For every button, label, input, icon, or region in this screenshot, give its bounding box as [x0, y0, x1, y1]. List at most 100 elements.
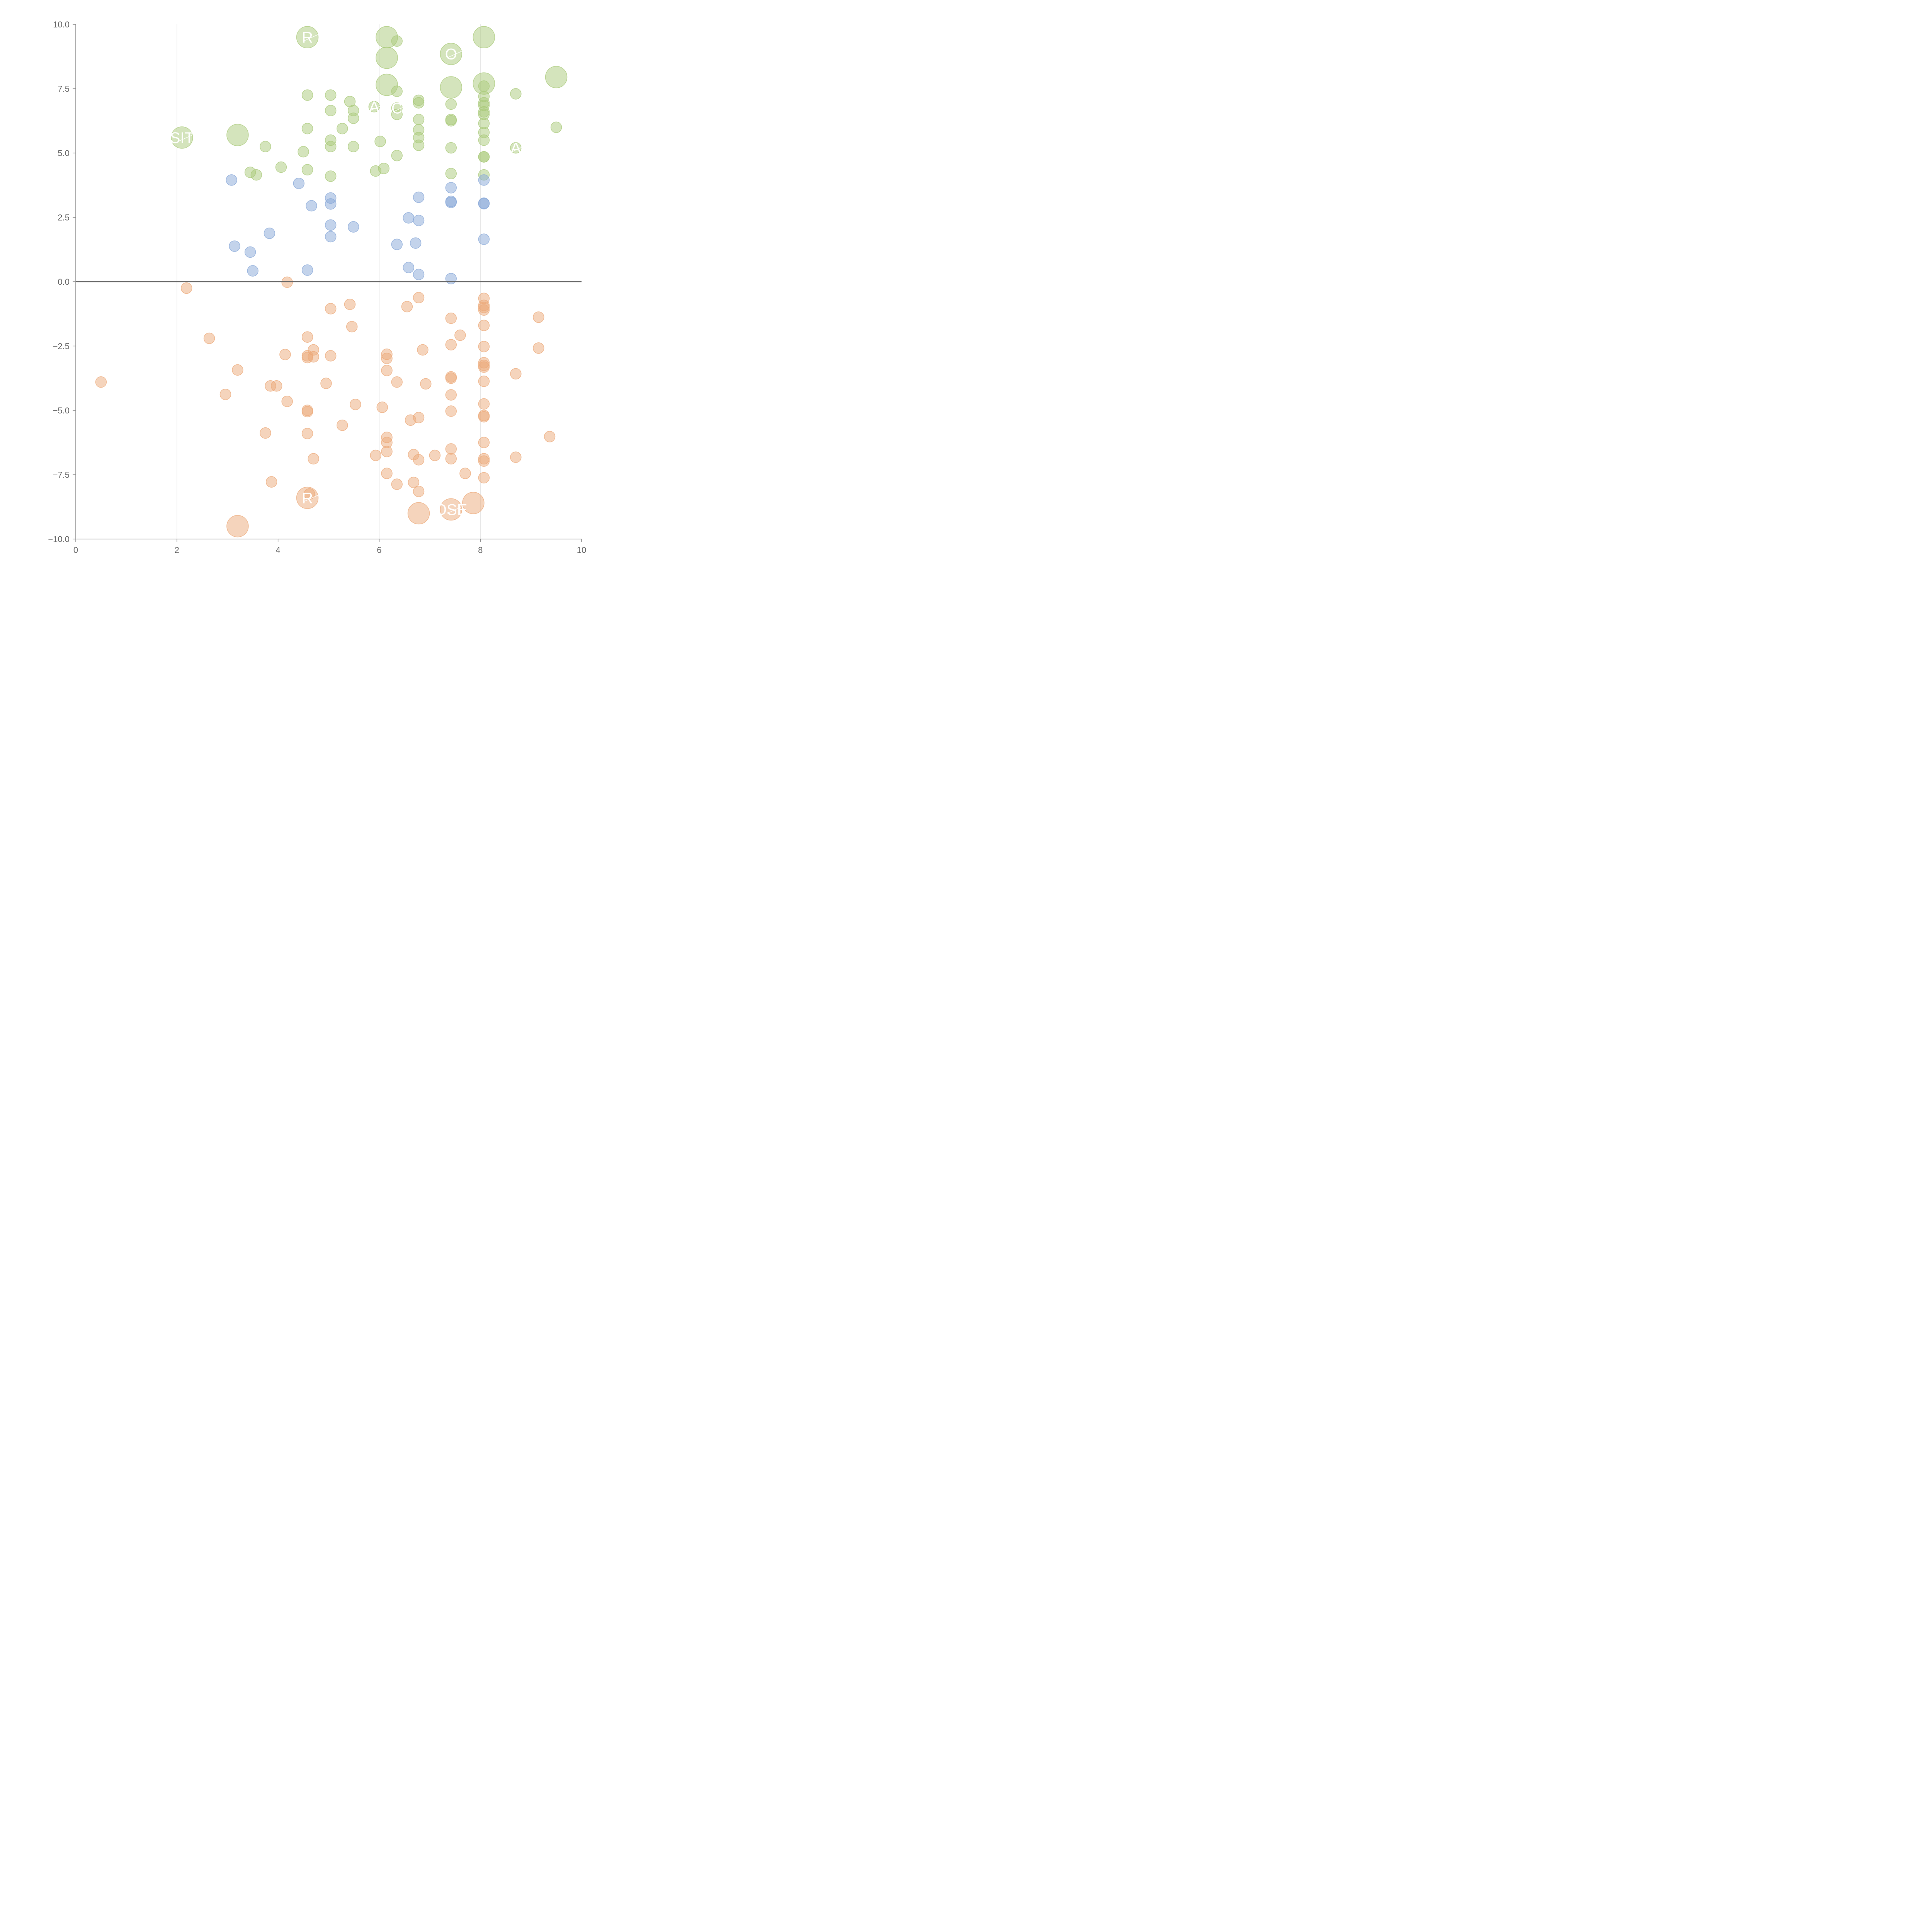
point-s0-13: [325, 89, 337, 101]
point-label: A: [510, 140, 521, 157]
point-s0-35: [337, 122, 348, 134]
point-s2-78: [265, 476, 277, 488]
point-s0-10: [391, 85, 403, 97]
point-s2-18: [478, 341, 490, 352]
point-s1-13: [413, 214, 425, 226]
point-s2-27: [301, 352, 313, 364]
point-s2-64: [445, 443, 457, 455]
point-s2-54: [478, 411, 490, 423]
point-s2-87: [226, 515, 249, 537]
point-s0-32: [413, 114, 425, 126]
point-s2-60: [544, 431, 556, 442]
point-s1-14: [325, 219, 337, 231]
point-s1-18: [478, 233, 490, 245]
point-s0-20: [445, 98, 457, 110]
point-s2-41: [420, 378, 432, 390]
point-s0-3: [473, 26, 495, 49]
point-s2-39: [95, 376, 107, 388]
point-s0-57: [301, 164, 313, 176]
point-s0-27: [391, 109, 403, 120]
point-s0-12: [301, 89, 313, 101]
x-tick-label: 8: [478, 545, 483, 555]
y-tick-label: −5.0: [53, 406, 70, 415]
axes: 0 2 4 6 8 10 10.0 7.5 5.0 2.5 0.0 −2.5 −5.0 −7.5 −10.0: [48, 20, 586, 555]
label-leader-4: [447, 50, 463, 58]
point-s2-52: [445, 405, 457, 417]
point-s2-16: [203, 332, 215, 344]
point-s2-65: [381, 446, 393, 457]
point-s2-77: [478, 472, 490, 484]
point-s2-80: [391, 478, 403, 490]
point-s2-83: [296, 486, 319, 509]
x-tick-label: 0: [73, 545, 78, 555]
point-s2-13: [346, 321, 358, 333]
point-s0-11: [510, 88, 522, 100]
point-s1-21: [229, 240, 240, 252]
point-s1-24: [247, 265, 259, 277]
y-tick-label: 2.5: [58, 213, 70, 223]
point-s0-34: [301, 122, 313, 134]
point-s1-16: [264, 228, 276, 239]
point-s0-62: [325, 170, 337, 182]
point-s2-10: [532, 311, 544, 323]
point-s0-29: [347, 112, 359, 124]
point-s0-14: [478, 80, 490, 92]
point-s2-43: [270, 380, 282, 392]
point-s2-56: [405, 414, 417, 426]
point-s2-1: [180, 282, 192, 294]
point-s2-22: [279, 349, 291, 361]
point-s2-86: [407, 502, 430, 525]
point-s0-6: [545, 66, 568, 88]
x-tick-label: 4: [276, 545, 280, 555]
y-tick-label: −7.5: [53, 470, 70, 480]
point-s0-45: [413, 139, 425, 151]
point-s2-63: [478, 437, 490, 448]
point-s2-33: [381, 365, 393, 376]
point-s0-46: [260, 141, 271, 153]
point-s1-7: [445, 197, 457, 208]
point-s2-11: [445, 312, 457, 324]
point-s2-0: [281, 276, 293, 288]
x-tick-label: 10: [577, 545, 586, 555]
point-s1-1: [478, 174, 490, 186]
point-s2-37: [478, 375, 490, 387]
point-s2-85: [440, 498, 463, 521]
point-s2-28: [381, 352, 393, 364]
point-s0-2: [391, 35, 403, 47]
point-s2-57: [337, 419, 348, 431]
x-tick-label: 6: [377, 545, 381, 555]
point-s0-24: [325, 105, 337, 116]
point-s2-75: [459, 468, 471, 479]
point-s1-9: [478, 198, 490, 209]
point-s1-12: [403, 212, 415, 224]
point-s1-4: [413, 191, 425, 203]
point-s2-45: [445, 389, 457, 401]
point-label: OSE: [435, 501, 467, 518]
y-tick-label: 5.0: [58, 148, 70, 158]
point-s0-5: [376, 46, 398, 69]
y-tick-label: 0.0: [58, 277, 70, 287]
point-s1-2: [293, 177, 305, 189]
point-s2-76: [381, 468, 393, 479]
point-s2-70: [308, 453, 319, 464]
point-s0-43: [478, 134, 490, 146]
label-leader-lines: [178, 34, 528, 514]
label-leader-6: [303, 494, 319, 502]
point-s2-36: [445, 372, 457, 384]
point-s0-58: [370, 165, 381, 177]
point-s0-60: [445, 168, 457, 180]
point-s1-19: [410, 237, 422, 249]
point-s2-6: [401, 301, 413, 313]
point-s0-54: [478, 151, 490, 163]
point-s2-81: [413, 486, 425, 497]
y-tick-label: 10.0: [53, 20, 70, 29]
point-s2-67: [429, 449, 441, 461]
point-label: SIT: [170, 129, 194, 146]
x-tick-label: 2: [175, 545, 179, 555]
point-s0-36: [550, 121, 562, 133]
point-s2-48: [478, 398, 490, 410]
point-s2-79: [408, 476, 420, 488]
point-s1-22: [244, 246, 256, 258]
point-s0-40: [171, 126, 193, 149]
